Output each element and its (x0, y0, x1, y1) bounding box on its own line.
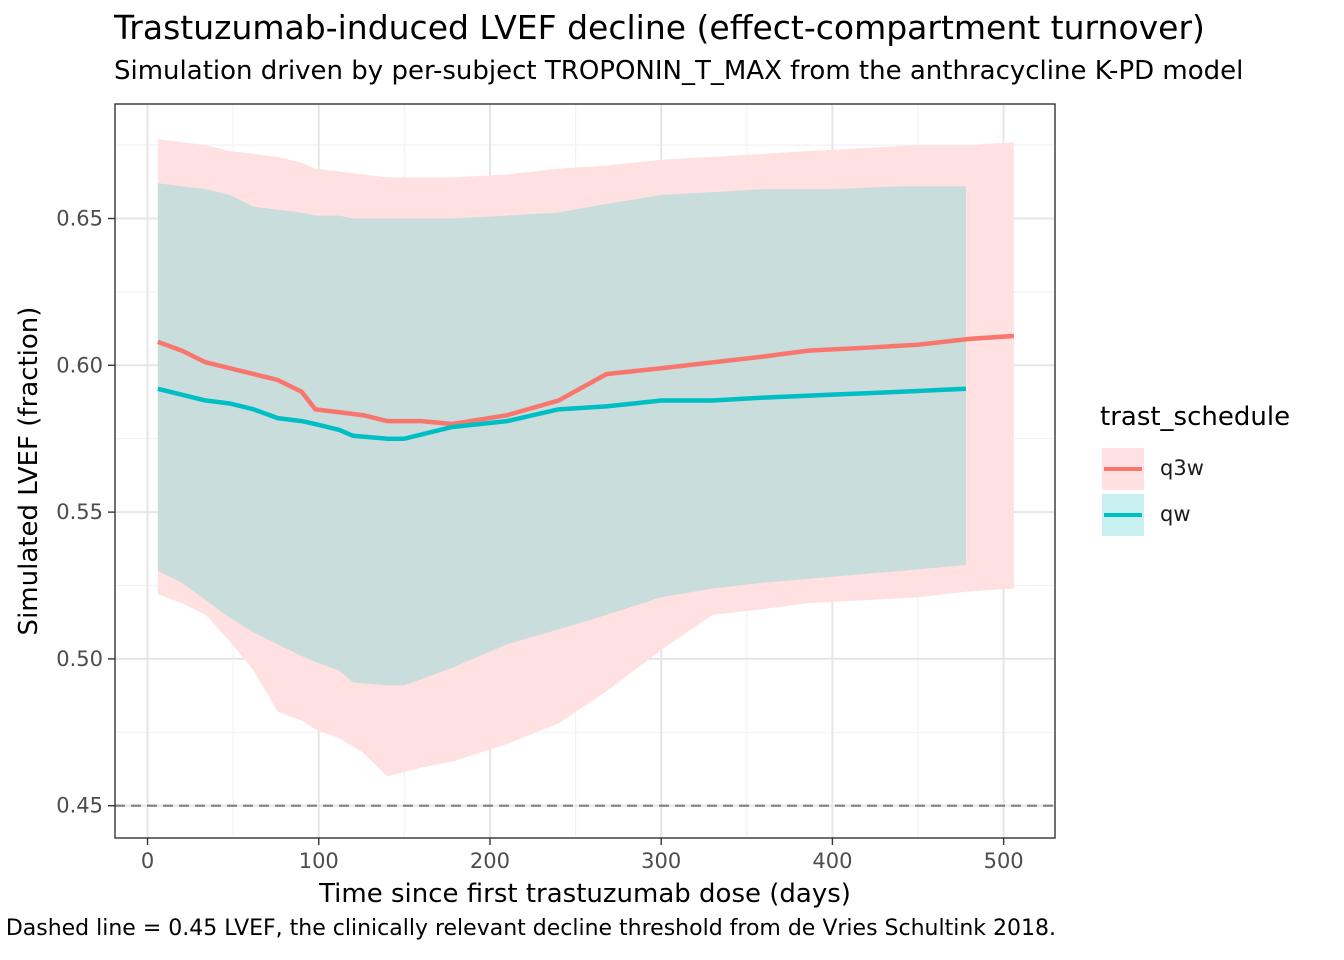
chart-title: Trastuzumab-induced LVEF decline (effect… (114, 8, 1205, 47)
series-line-qw (157, 386, 967, 441)
y-tick-label: 0.45 (56, 794, 103, 818)
legend-key-qw (1102, 494, 1144, 536)
y-tick-label: 0.50 (56, 647, 103, 671)
ribbon-layer (157, 139, 1014, 777)
legend-key-q3w (1102, 448, 1144, 490)
chart-subtitle: Simulation driven by per-subject TROPONI… (114, 56, 1244, 86)
chart-caption: Dashed line = 0.45 LVEF, the clinically … (5, 916, 1056, 941)
series-line-q3w (157, 333, 1015, 427)
x-tick-label: 100 (299, 849, 339, 873)
plot-panel-border (114, 103, 1056, 839)
y-tick-label: 0.60 (56, 353, 103, 377)
x-tick-label: 400 (812, 849, 852, 873)
axis-ticks: 0 100 200 300 400 500 0.45 0.50 0.55 0.60 0.65 (56, 207, 1023, 873)
y-axis-title: Simulated LVEF (fraction) (14, 307, 44, 636)
y-tick-label: 0.55 (56, 500, 103, 524)
ribbon-qw (157, 183, 966, 686)
legend-label-q3w: q3w (1160, 456, 1204, 480)
y-tick-label: 0.65 (56, 207, 103, 231)
x-tick-label: 500 (984, 849, 1024, 873)
x-axis-title: Time since first trastuzumab dose (days) (318, 879, 851, 909)
x-tick-label: 300 (641, 849, 681, 873)
x-tick-label: 0 (141, 849, 154, 873)
legend-label-qw: qw (1160, 502, 1191, 526)
legend-item-qw: qw (1102, 494, 1342, 538)
legend-title: trast_schedule (1100, 402, 1291, 432)
x-tick-label: 200 (470, 849, 510, 873)
series-lines-layer (157, 333, 1015, 441)
legend-item-q3w: q3w (1102, 448, 1342, 492)
